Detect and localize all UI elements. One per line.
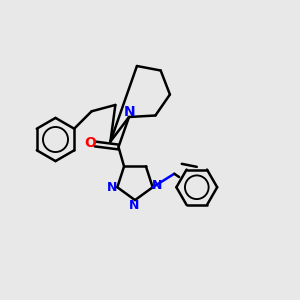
Text: O: O [84,136,96,150]
Text: N: N [152,179,163,192]
Text: N: N [129,199,140,212]
Text: N: N [124,105,135,118]
Text: N: N [107,181,117,194]
